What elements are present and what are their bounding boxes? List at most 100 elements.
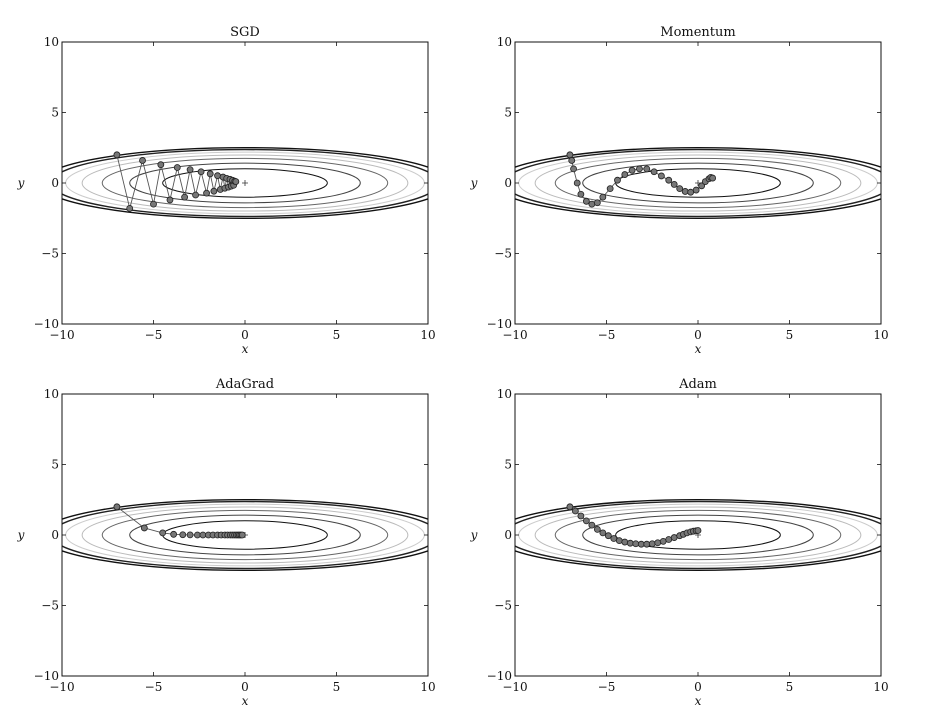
chart-2-xtick-label: 5: [786, 328, 794, 342]
chart-3-panel: −10 −5 0 5 10 −10 −5 0 5 10 AdaGrad x y: [17, 377, 436, 708]
chart-3-ytick-label: −10: [34, 669, 59, 683]
chart-2-panel: −10 −5 0 5 10 −10 −5 0 5 10 Momentum x y: [470, 25, 889, 356]
chart-2-contour-line: [534, 154, 862, 212]
chart-4-point-3: [577, 512, 585, 520]
chart-4-ytick-label: −10: [487, 669, 512, 683]
chart-3-xtick-label: −5: [145, 680, 163, 694]
chart-2-contours: [515, 146, 881, 220]
chart-1-point-26: [232, 178, 240, 185]
chart-2-xtick-label: 10: [873, 328, 888, 342]
chart-2-point-19: [670, 181, 678, 188]
chart-1-contour-line: [81, 154, 409, 212]
chart-2-point-8: [593, 199, 601, 207]
chart-4-contour-line: [554, 509, 842, 561]
chart-1-point-8: [181, 193, 189, 201]
chart-2-contour-line: [515, 148, 881, 218]
chart-2-point-7: [588, 200, 596, 208]
chart-2-trajectory-line: [569, 154, 713, 205]
chart-4-point-7: [599, 529, 607, 537]
chart-2-point-23: [692, 186, 700, 194]
chart-4-point-27: [694, 527, 702, 534]
chart-4-point-4: [582, 517, 590, 525]
chart-1-point-13: [206, 170, 214, 178]
chart-3-contour-line: [81, 506, 409, 564]
chart-1-contour-line: [129, 162, 361, 204]
chart-2-xtick-label: −10: [502, 328, 527, 342]
chart-4-point-17: [654, 539, 662, 547]
chart-2-xtick-label: 0: [694, 328, 702, 342]
chart-2-ytick-label: 5: [504, 106, 512, 120]
chart-3-point-3: [159, 529, 167, 537]
chart-1-point-7: [173, 164, 181, 171]
chart-2-point-3: [570, 165, 577, 173]
chart-1-point-10: [192, 191, 199, 199]
chart-2-point-16: [650, 168, 658, 176]
chart-2-xtick-label: −5: [598, 328, 616, 342]
chart-1-minimum-marker: [242, 180, 248, 186]
chart-3-point-4: [170, 530, 178, 538]
chart-4-xlabel: x: [695, 694, 702, 708]
chart-1-ytick-label: −10: [34, 317, 59, 331]
chart-1-xtick-label: −10: [49, 328, 74, 342]
chart-2-point-10: [606, 185, 614, 193]
chart-1-title: SGD: [230, 25, 260, 40]
chart-3-point-1: [113, 503, 121, 511]
chart-4-point-6: [593, 525, 601, 533]
chart-1-xtick-label: 0: [241, 328, 249, 342]
chart-4-point-20: [670, 534, 678, 541]
chart-2-point-15: [643, 165, 651, 173]
chart-4-point-18: [659, 537, 667, 545]
chart-1-ylabel: y: [17, 176, 25, 190]
chart-4-xtick-label: 10: [873, 680, 888, 694]
chart-1-point-5: [157, 161, 165, 169]
chart-3-point-6: [186, 531, 194, 539]
chart-1-xtick-label: −5: [145, 328, 163, 342]
chart-2-ytick-label: 10: [497, 35, 512, 49]
chart-2-point-12: [621, 171, 629, 178]
chart-1-point-11: [197, 168, 205, 176]
chart-2-point-21: [681, 188, 689, 195]
chart-4-contour-line: [534, 506, 862, 564]
chart-1-xtick-label: 10: [420, 328, 435, 342]
chart-3-contours: [62, 498, 428, 572]
chart-1-contour-line: [62, 146, 428, 220]
chart-2-contour-line: [554, 157, 842, 209]
chart-1-xtick-label: 5: [333, 328, 341, 342]
chart-3-xlabel: x: [242, 694, 249, 708]
chart-1-contour-line: [162, 168, 328, 198]
chart-4-point-12: [626, 539, 634, 547]
chart-3-point-2: [140, 524, 148, 532]
chart-2-point-24: [698, 182, 706, 190]
chart-2-point-2: [568, 157, 576, 164]
chart-3-point-22: [238, 531, 246, 539]
chart-4-xtick-label: 0: [694, 680, 702, 694]
chart-1-point-2: [126, 204, 134, 212]
chart-1-point-15: [214, 172, 221, 180]
chart-4-point-8: [604, 532, 612, 540]
chart-3-ytick-label: 0: [51, 528, 59, 542]
chart-4-ytick-label: −5: [494, 599, 512, 613]
chart-2-point-18: [665, 176, 673, 184]
chart-1-xlabel: x: [242, 342, 249, 356]
chart-3-contour-line: [101, 509, 389, 561]
chart-2-ytick-label: −10: [487, 317, 512, 331]
chart-4-point-16: [648, 540, 656, 548]
chart-1-ytick-label: 0: [51, 176, 59, 190]
chart-2-point-13: [628, 166, 636, 174]
chart-2-point-4: [573, 179, 581, 187]
chart-4-xtick-label: −5: [598, 680, 616, 694]
chart-1-point-9: [186, 166, 194, 174]
chart-3-title: AdaGrad: [215, 377, 274, 392]
chart-3-ytick-label: −5: [41, 599, 59, 613]
chart-1-ytick-label: 10: [44, 35, 59, 49]
chart-3-xtick-label: 0: [241, 680, 249, 694]
chart-4-xtick-label: 5: [786, 680, 794, 694]
chart-4-point-10: [615, 537, 623, 545]
chart-1-ytick-label: 5: [51, 106, 59, 120]
chart-3-ytick-label: 10: [44, 387, 59, 401]
chart-2-point-6: [582, 197, 590, 205]
chart-4-contour-line: [615, 520, 781, 550]
chart-4-point-13: [632, 540, 640, 548]
chart-3-ytick-label: 5: [51, 458, 59, 472]
